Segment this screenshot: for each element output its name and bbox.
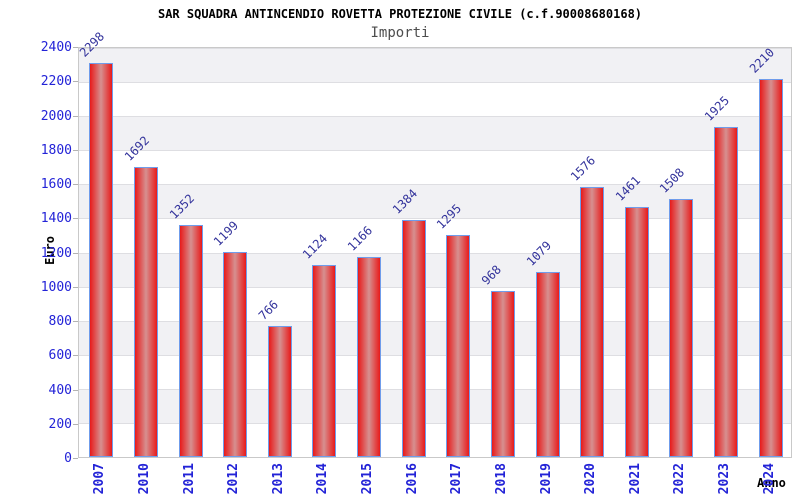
- y-tick-label: 0: [64, 451, 72, 466]
- x-tick-label-2017: 2017: [449, 463, 464, 495]
- y-tick-mark: [73, 355, 78, 357]
- y-tick-label: 800: [48, 314, 72, 329]
- y-tick-mark: [73, 389, 78, 391]
- x-tick-label-2018: 2018: [494, 463, 509, 495]
- x-tick-label-2012: 2012: [226, 463, 241, 495]
- y-tick-mark: [73, 47, 78, 48]
- bar-2018: [491, 291, 515, 457]
- chart-title: SAR SQUADRA ANTINCENDIO ROVETTA PROTEZIO…: [157, 7, 643, 21]
- x-tick-label-2013: 2013: [271, 463, 286, 495]
- y-tick-mark: [73, 458, 78, 459]
- y-tick-mark: [73, 423, 78, 425]
- grid-band: [79, 286, 791, 321]
- x-tick-label-2015: 2015: [360, 463, 375, 495]
- grid-band: [79, 218, 791, 252]
- y-tick-label: 2000: [40, 108, 72, 124]
- x-tick-label-2021: 2021: [628, 463, 643, 495]
- x-tick-label-2007: 2007: [92, 463, 107, 495]
- y-tick-mark: [73, 115, 78, 117]
- y-tick-label: 2200: [40, 74, 72, 90]
- grid-band: [79, 422, 791, 457]
- bar-2012: [223, 252, 247, 457]
- y-tick-mark: [73, 149, 78, 151]
- x-axis-title: Anno: [757, 476, 786, 490]
- y-tick-mark: [73, 218, 78, 220]
- grid-band: [79, 354, 791, 389]
- bar-2010: [134, 167, 158, 457]
- y-tick-label: 1000: [40, 279, 72, 295]
- y-tick-mark: [73, 252, 78, 254]
- y-tick-mark: [73, 321, 78, 322]
- x-tick-label-2014: 2014: [315, 463, 330, 495]
- grid-band: [79, 48, 791, 83]
- bar-2023: [714, 127, 738, 457]
- y-tick-label: 1400: [40, 211, 72, 227]
- y-tick-label: 200: [48, 416, 72, 432]
- y-tick-mark: [73, 184, 78, 185]
- x-tick-label-2011: 2011: [182, 463, 197, 495]
- bar-2011: [179, 225, 203, 457]
- grid-band: [79, 116, 791, 151]
- grid-band: [79, 150, 791, 184]
- bar-2021: [625, 207, 649, 457]
- x-tick-label-2024: 2024: [762, 463, 777, 495]
- bar-2007: [89, 63, 113, 457]
- y-tick-label: 1800: [40, 142, 72, 158]
- x-tick-label-2019: 2019: [539, 463, 554, 495]
- y-tick-label: 1600: [40, 177, 72, 192]
- y-tick-mark: [73, 81, 78, 83]
- grid-band: [79, 82, 791, 116]
- bar-2015: [357, 257, 381, 457]
- x-tick-label-2020: 2020: [583, 463, 598, 495]
- bar-2020: [580, 187, 604, 457]
- bar-2019: [536, 272, 560, 457]
- bar-2022: [669, 199, 693, 457]
- plot-area: 2298 1692 1352 1199 766 1124 1166 1384 1295 968 10…: [77, 29, 792, 458]
- x-tick-label-2016: 2016: [405, 463, 420, 495]
- y-tick-label: 400: [48, 382, 72, 398]
- y-tick-label: 2400: [40, 40, 72, 55]
- bar-2013: [268, 326, 292, 457]
- chart-subtitle: Importi: [370, 25, 430, 41]
- x-tick-label-2010: 2010: [137, 463, 152, 495]
- x-tick-label-2023: 2023: [717, 463, 732, 495]
- y-tick-label: 1200: [40, 245, 72, 261]
- bar-2014: [312, 265, 336, 457]
- y-tick-label: 600: [48, 348, 72, 364]
- bar-2024: [759, 79, 783, 457]
- bar-2016: [402, 220, 426, 457]
- bar-2017: [446, 235, 470, 457]
- y-tick-mark: [73, 286, 78, 288]
- x-tick-label-2022: 2022: [672, 463, 687, 495]
